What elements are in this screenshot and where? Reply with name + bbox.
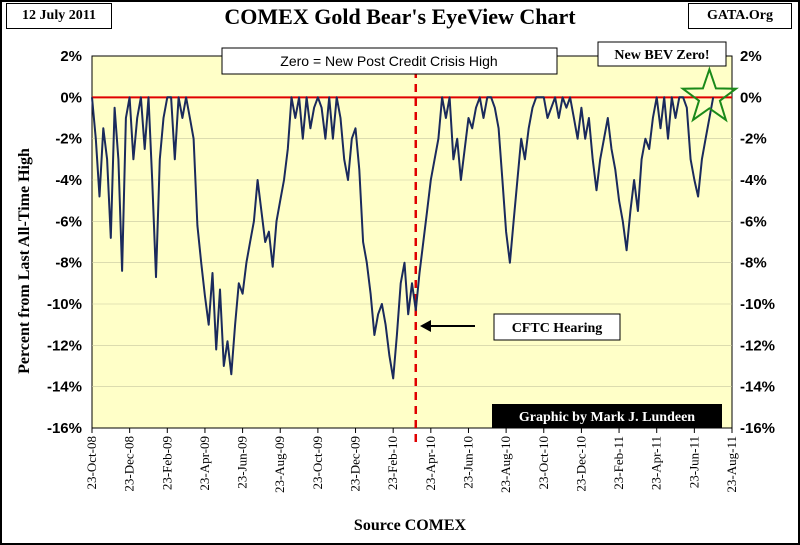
x-tick-label: 23-Oct-10 [536,436,551,489]
y-tick-label-left: -10% [47,296,82,313]
y-tick-label-right: -6% [740,213,767,230]
y-axis-title: Percent from Last All-Time High [16,148,33,374]
series-line [91,96,715,380]
zero-label: Zero = New Post Credit Crisis High [280,53,497,69]
x-tick-label: 23-Feb-11 [611,436,626,490]
y-tick-label-left: 2% [60,48,82,65]
x-tick-label: 23-Dec-09 [348,436,363,492]
zero-label-box: Zero = New Post Credit Crisis High [221,47,558,75]
x-tick-label: 23-Feb-10 [385,436,400,490]
chart-title: COMEX Gold Bear's EyeView Chart [224,4,576,29]
y-tick-label-right: -10% [740,296,775,313]
source-tag: GATA.Org [688,3,792,29]
cftc-label: CFTC Hearing [512,321,603,336]
y-axis-left: 2% 0% -2% -4% -6% -8% -10% -12% -14% -16% [47,48,82,437]
y-tick-label-left: -12% [47,337,82,354]
y-tick-label-right: 0% [740,89,762,106]
cftc-annotation: CFTC Hearing [420,313,621,341]
bev-zero-label: New BEV Zero! [614,48,709,63]
y-tick-label-right: 2% [740,48,762,65]
x-tick-label: 23-Dec-08 [122,436,137,492]
x-tick-label: 23-Aug-10 [498,436,513,493]
bev-zero-box: New BEV Zero! [597,41,727,67]
x-axis: 23-Oct-08 23-Dec-08 23-Feb-09 23-Apr-09 23-J… [84,428,739,493]
x-axis-title: Source COMEX [354,517,467,534]
y-tick-label-right: -14% [740,379,775,396]
x-tick-label: 23-Jun-09 [235,436,250,489]
x-tick-label: 23-Jun-11 [686,436,701,488]
gridlines [92,138,732,387]
arrowhead-icon [420,320,431,332]
y-tick-label-left: -2% [55,131,82,148]
y-tick-label-left: 0% [60,89,82,106]
x-tick-label: 23-Aug-09 [272,436,287,493]
x-tick-label: 23-Feb-09 [159,436,174,490]
x-tick-label: 23-Aug-11 [724,436,739,493]
x-tick-label: 23-Apr-10 [423,436,438,491]
y-tick-label-left: -16% [47,420,82,437]
x-tick-label: 23-Apr-11 [649,436,664,490]
y-tick-label-right: -16% [740,420,775,437]
x-tick-label: 23-Oct-09 [310,436,325,489]
star-icon [679,66,739,123]
y-tick-label-left: -14% [47,379,82,396]
date-label: 12 July 2011 [6,3,112,29]
y-tick-label-left: -4% [55,172,82,189]
x-tick-label: 23-Oct-08 [84,436,99,489]
y-tick-label-right: -2% [740,131,767,148]
y-axis-right: 2% 0% -2% -4% -6% -8% -10% -12% -14% -16% [740,48,775,437]
y-tick-label-right: -12% [740,337,775,354]
y-tick-label-right: -4% [740,172,767,189]
credit-box: Graphic by Mark J. Lundeen [492,404,722,428]
y-tick-label-left: -6% [55,213,82,230]
x-tick-label: 23-Jun-10 [460,436,475,489]
credit-label: Graphic by Mark J. Lundeen [519,410,695,425]
x-tick-label: 23-Dec-10 [573,436,588,492]
x-tick-label: 23-Apr-09 [197,436,212,491]
y-tick-label-right: -8% [740,255,767,272]
y-tick-label-left: -8% [55,255,82,272]
